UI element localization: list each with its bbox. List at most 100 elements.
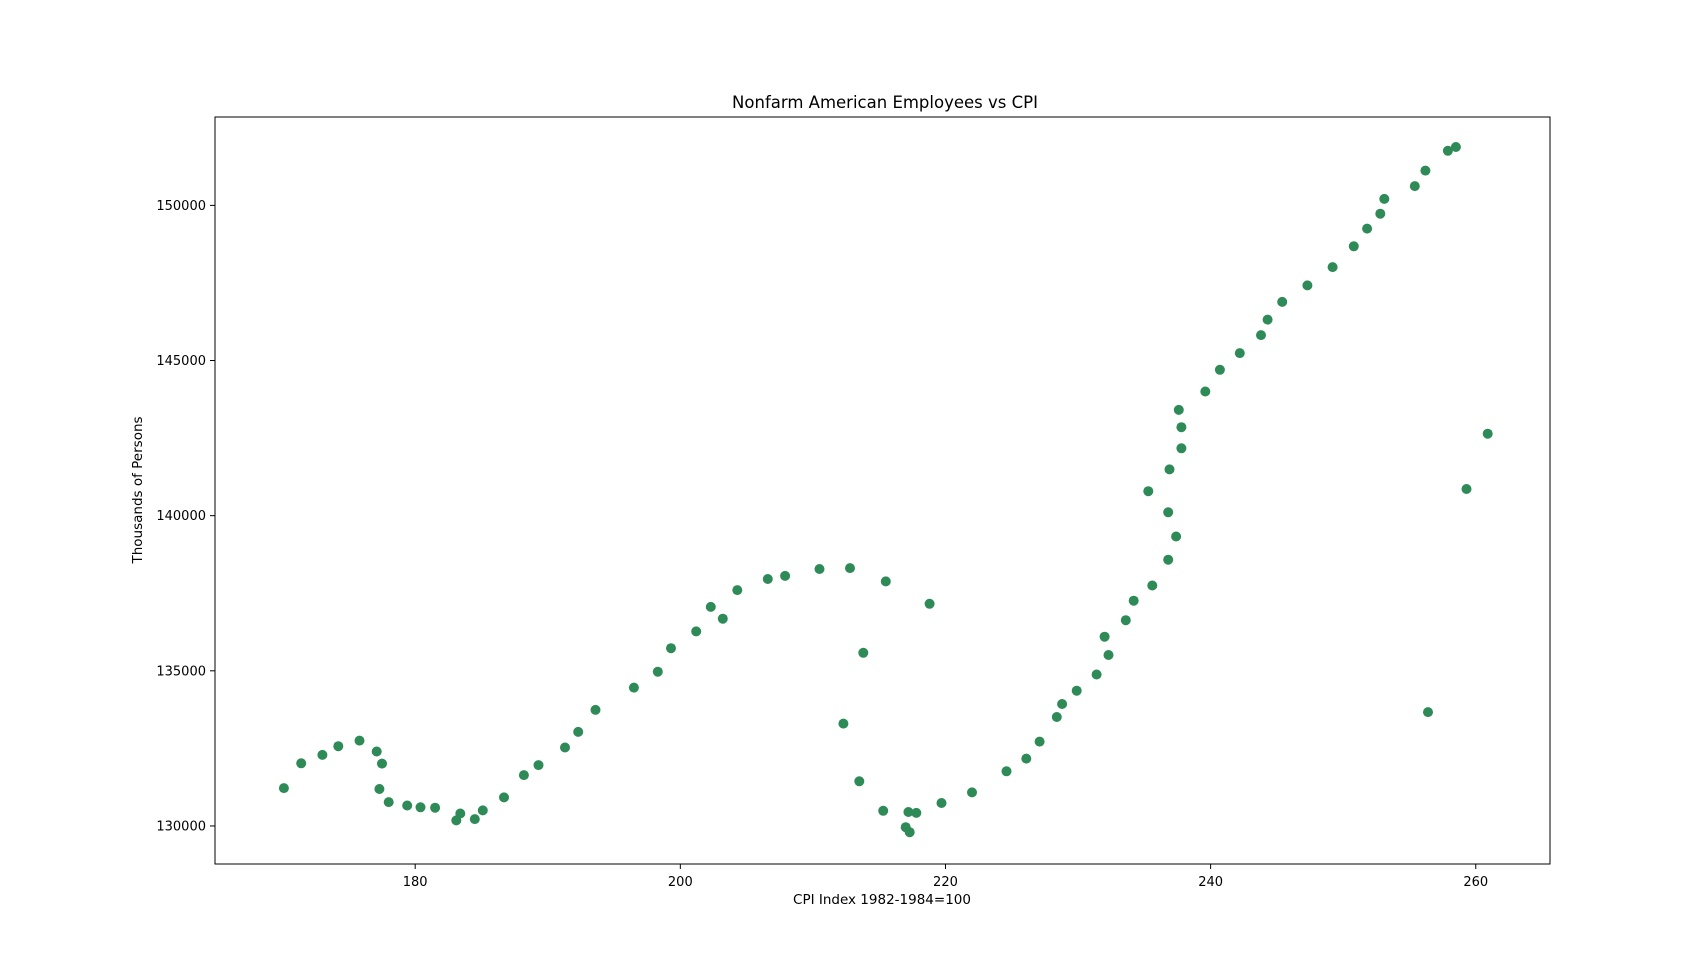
data-point	[1200, 386, 1211, 397]
data-point	[880, 576, 891, 587]
data-point	[845, 563, 855, 574]
data-point	[278, 783, 289, 794]
data-point	[1103, 650, 1114, 660]
data-point	[854, 776, 865, 787]
data-point	[499, 792, 509, 803]
data-point	[371, 746, 382, 757]
chart-title: Nonfarm American Employees vs CPI	[732, 93, 1038, 112]
data-point	[1450, 142, 1461, 152]
data-point	[518, 770, 529, 781]
data-point	[652, 666, 663, 677]
x-tick-label: 260	[1463, 875, 1488, 890]
data-point	[1001, 766, 1012, 777]
data-point	[1379, 193, 1390, 204]
y-axis-label: Thousands of Persons	[130, 416, 146, 564]
data-point	[1423, 707, 1433, 718]
data-point	[814, 564, 825, 574]
data-point	[573, 726, 584, 737]
data-point	[1214, 364, 1225, 375]
data-point	[717, 613, 728, 624]
data-point	[1256, 330, 1266, 341]
data-point	[1071, 685, 1082, 696]
data-point	[1302, 280, 1313, 291]
data-point	[732, 585, 743, 596]
data-point	[1461, 484, 1472, 494]
data-point	[705, 601, 716, 612]
data-point	[383, 797, 394, 808]
data-point	[838, 718, 849, 729]
data-point	[936, 798, 947, 808]
data-point	[1128, 595, 1139, 606]
data-point	[1409, 181, 1420, 192]
data-point	[333, 741, 344, 752]
data-point	[317, 749, 328, 760]
data-point	[430, 802, 441, 813]
data-point	[469, 814, 480, 825]
data-point	[1173, 404, 1184, 415]
x-tick-label: 220	[933, 875, 958, 890]
data-point	[1176, 422, 1187, 433]
x-tick-label: 180	[403, 875, 428, 890]
data-point	[1277, 296, 1288, 307]
data-point	[691, 626, 702, 637]
data-point	[1362, 223, 1373, 234]
data-point	[666, 643, 676, 654]
x-tick-label: 200	[668, 875, 693, 890]
data-point	[374, 784, 385, 794]
data-point	[590, 704, 601, 715]
data-point	[1348, 241, 1359, 252]
data-point	[780, 570, 791, 581]
data-point	[628, 682, 639, 693]
data-point	[1143, 486, 1154, 497]
data-point	[1375, 208, 1386, 219]
data-point	[377, 758, 387, 769]
data-point	[402, 800, 413, 811]
data-point	[1176, 443, 1187, 454]
y-axis-ticks: 130000 135000 140000 145000 150000	[156, 199, 215, 834]
data-point	[1034, 736, 1045, 747]
data-point	[1091, 669, 1102, 680]
data-point	[1164, 464, 1175, 475]
data-point	[296, 758, 307, 769]
data-point	[904, 827, 915, 838]
plot-area-frame	[214, 116, 1551, 865]
data-point	[1442, 145, 1453, 156]
data-point	[858, 647, 869, 658]
data-point	[903, 807, 914, 817]
y-tick-label: 140000	[156, 509, 206, 524]
y-tick-label: 145000	[156, 354, 206, 369]
x-axis-label: CPI Index 1982-1984=100	[793, 892, 971, 908]
data-point	[1262, 314, 1273, 325]
data-point	[1234, 348, 1245, 359]
data-point	[924, 598, 935, 609]
data-points	[278, 142, 1493, 838]
y-tick-label: 130000	[156, 819, 206, 834]
data-point	[1482, 428, 1493, 439]
data-point	[1171, 531, 1182, 542]
data-point	[354, 735, 365, 746]
data-point	[1051, 712, 1062, 722]
data-point	[878, 805, 889, 816]
data-point	[1147, 580, 1158, 591]
data-point	[1327, 262, 1338, 273]
data-point	[1099, 631, 1110, 642]
data-point	[455, 808, 466, 819]
x-tick-label: 240	[1198, 875, 1223, 890]
data-point	[415, 802, 426, 813]
data-point	[1420, 165, 1431, 176]
data-point	[477, 805, 488, 816]
data-point	[533, 760, 544, 771]
data-point	[762, 574, 773, 584]
data-point	[1163, 554, 1174, 565]
y-tick-label: 150000	[156, 199, 206, 214]
data-point	[1057, 699, 1068, 709]
y-tick-label: 135000	[156, 664, 206, 679]
x-axis-ticks: 180 200 220 240 260	[403, 864, 1488, 890]
data-point	[560, 742, 570, 753]
data-point	[967, 787, 977, 798]
data-point	[1163, 507, 1174, 518]
data-point	[1021, 753, 1032, 764]
data-point	[911, 807, 922, 818]
